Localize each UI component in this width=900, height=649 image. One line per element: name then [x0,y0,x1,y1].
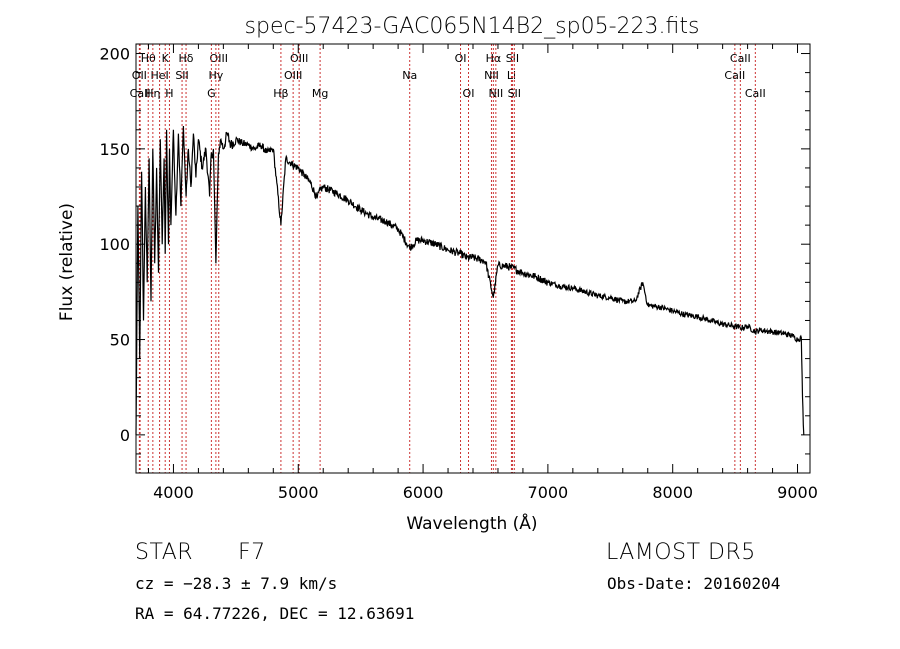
line-label-4: Hη [145,87,160,100]
subclass: F7 [238,540,266,565]
line-label-10: Hγ [208,69,223,82]
y-tick-label-1: 50 [110,331,130,350]
x-axis-label: Wavelength (Å) [406,512,537,534]
line-label-27: CaII [745,87,766,100]
coordinates: RA = 64.77226, DEC = 12.63691 [135,604,415,623]
object-class: STAR [135,540,194,565]
line-label-7: H [165,87,173,100]
y-tick-label-2: 100 [99,235,130,254]
line-label-2: CaII [130,87,151,100]
line-label-18: OI [463,87,475,100]
line-label-12: Hβ [273,87,288,100]
plot-frame [135,43,811,474]
line-label-23: Li [507,69,516,82]
line-label-0: Hθ [141,52,156,65]
x-tick-label-4: 8000 [652,483,693,502]
line-label-13: OIII [290,52,308,65]
x-tick-label-5: 9000 [777,483,818,502]
spectrum-line [135,125,805,435]
line-label-22: SII [506,52,519,65]
line-label-1: OII [132,69,147,82]
y-tick-label-0: 0 [120,426,130,445]
x-tick-label-2: 6000 [403,483,444,502]
x-tick-label-0: 4000 [153,483,194,502]
line-label-17: OI [455,52,467,65]
chart-title: spec-57423-GAC065N14B2_sp05-223.fits [245,14,700,39]
line-label-6: SII [175,69,188,82]
line-label-16: Na [402,69,417,82]
y-tick-label-3: 150 [99,140,130,159]
line-label-26: CaII [724,69,745,82]
y-axis-label: Flux (relative) [57,203,77,321]
redshift-cz: cz = −28.3 ± 7.9 km/s [135,574,338,593]
line-label-24: SII [508,87,521,100]
line-label-9: OIII [210,52,228,65]
line-label-21: NII [488,87,503,100]
line-label-19: Hα [486,52,502,65]
line-label-14: OIII [284,69,302,82]
line-label-8: Hδ [179,52,194,65]
x-tick-label-1: 5000 [278,483,319,502]
line-label-15: Mg [312,87,328,100]
y-tick-label-4: 200 [99,45,130,64]
line-label-11: G [207,87,216,100]
survey-name: LAMOST DR5 [606,540,756,565]
line-label-5: K [162,52,170,65]
x-tick-label-3: 7000 [528,483,569,502]
obs-date: Obs-Date: 20160204 [607,574,781,593]
line-label-20: NII [484,69,499,82]
line-label-3: HeI [150,69,168,82]
line-label-25: CaII [730,52,751,65]
